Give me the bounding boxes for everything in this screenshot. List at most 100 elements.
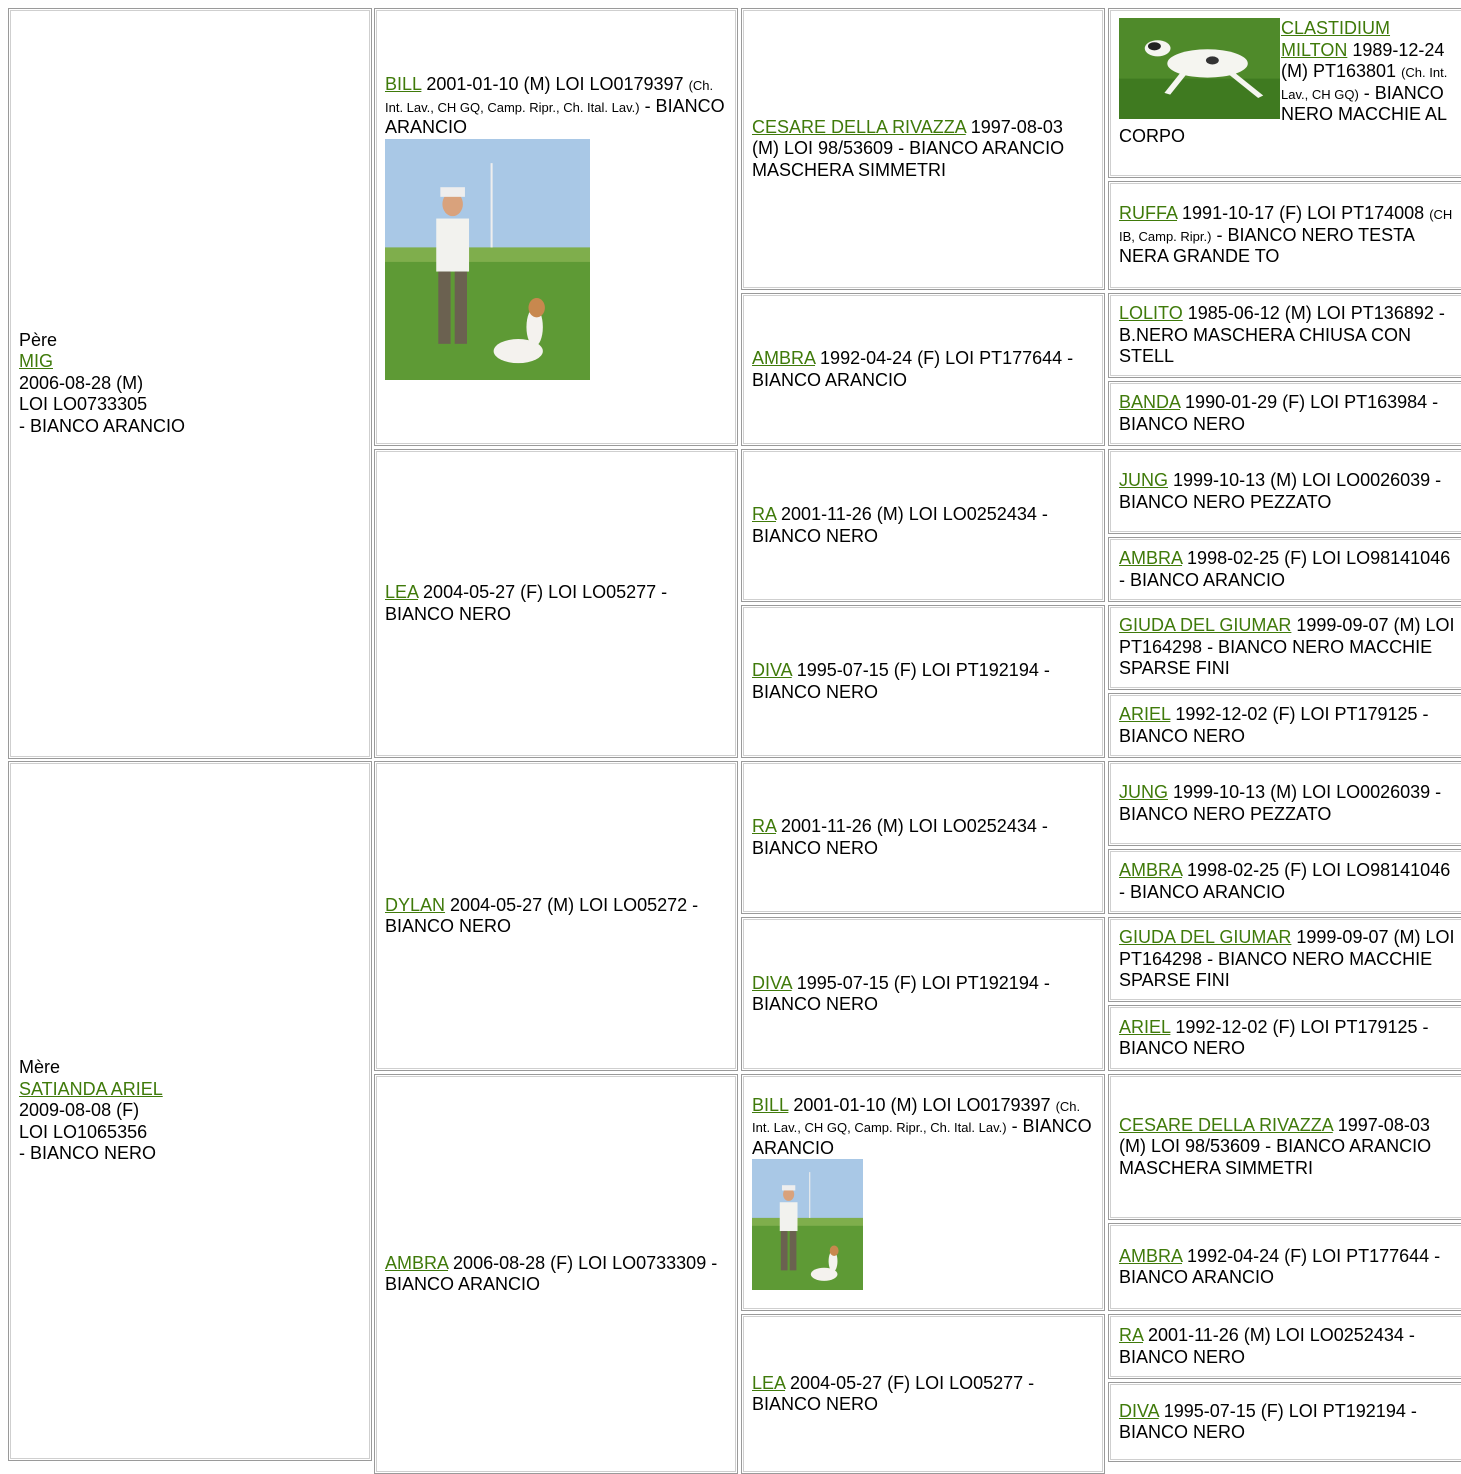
cell-content: LEA 2004-05-27 (F) LOI LO05277 - BIANCO …: [752, 1373, 1094, 1416]
cell: CLASTIDIUM MILTON 1989-12-24 (M) PT16380…: [1108, 8, 1461, 178]
dog-link[interactable]: JUNG: [1119, 470, 1168, 490]
dog-link[interactable]: RUFFA: [1119, 203, 1178, 224]
dog-details: 2001-01-10 (M) LOI LO0179397: [793, 1094, 1051, 1115]
cell: RUFFA 1991-10-17 (F) LOI PT174008 (CH IB…: [1108, 181, 1461, 290]
cell-content: JUNG 1999-10-13 (M) LOI LO0026039 - BIAN…: [1119, 782, 1457, 825]
cell: GIUDA DEL GIUMAR 1999-09-07 (M) LOI PT16…: [1108, 605, 1461, 690]
dog-details: 2006-08-28 (F) LOI LO0733309 - BIANCO AR…: [385, 1252, 718, 1295]
dog-color: - BIANCO ARANCIO: [385, 95, 725, 138]
cell-content: RA 2001-11-26 (M) LOI LO0252434 - BIANCO…: [752, 816, 1094, 859]
cell: AMBRA 1992-04-24 (F) LOI PT177644 - BIAN…: [741, 293, 1105, 446]
dog-link[interactable]: ARIEL: [1119, 1016, 1171, 1037]
dog-titles: (CH IB, Camp. Ripr.): [1119, 207, 1453, 244]
dog-link[interactable]: GIUDA DEL GIUMAR: [1119, 927, 1292, 948]
cell: CESARE DELLA RIVAZZA 1997-08-03 (M) LOI …: [1108, 1074, 1461, 1220]
dog-titles: (Ch. Int. Lav., CH GQ): [1281, 65, 1448, 102]
dog-link[interactable]: CESARE DELLA RIVAZZA: [1119, 1114, 1333, 1135]
cell-content: CLASTIDIUM MILTON 1989-12-24 (M) PT16380…: [1119, 18, 1457, 147]
cell: DIVA 1995-07-15 (F) LOI PT192194 - BIANC…: [1108, 1382, 1461, 1462]
cell-content: RA 2001-11-26 (M) LOI LO0252434 - BIANCO…: [752, 504, 1094, 547]
cell: ARIEL 1992-12-02 (F) LOI PT179125 - BIAN…: [1108, 693, 1461, 758]
dog-details: 1985-06-12 (M) LOI PT136892 - B.NERO MAS…: [1119, 303, 1445, 367]
dog-color: - BIANCO ARANCIO: [752, 1116, 1092, 1158]
dog-titles: (Ch. Int. Lav., CH GQ, Camp. Ripr., Ch. …: [385, 78, 714, 115]
name-line: SATIANDA ARIEL: [19, 1079, 163, 1101]
detail-line: LOI LO1065356: [19, 1121, 148, 1142]
dog-link[interactable]: BILL: [385, 74, 422, 95]
cell: BILL 2001-01-10 (M) LOI LO0179397 (Ch. I…: [741, 1074, 1105, 1311]
cell: AMBRA 2006-08-28 (F) LOI LO0733309 - BIA…: [374, 1074, 738, 1474]
cell-content: BILL 2001-01-10 (M) LOI LO0179397 (Ch. I…: [385, 74, 727, 380]
dog-details: 1992-12-02 (F) LOI PT179125 - BIANCO NER…: [1119, 704, 1429, 746]
dog-link[interactable]: GIUDA DEL GIUMAR: [1119, 615, 1292, 636]
cell-content: DIVA 1995-07-15 (F) LOI PT192194 - BIANC…: [752, 973, 1094, 1016]
cell: BILL 2001-01-10 (M) LOI LO0179397 (Ch. I…: [374, 8, 738, 446]
cell: RA 2001-11-26 (M) LOI LO0252434 - BIANCO…: [1108, 1314, 1461, 1379]
dog-details: 2004-05-27 (F) LOI LO05277 - BIANCO NERO: [385, 582, 668, 624]
dog-link[interactable]: AMBRA: [1119, 860, 1183, 880]
dog-details: 1995-07-15 (F) LOI PT192194 - BIANCO NER…: [1119, 1400, 1417, 1443]
dog-color: - BIANCO NERO MACCHIE AL CORPO: [1119, 82, 1447, 146]
photo: [752, 1159, 863, 1291]
dog-link[interactable]: DIVA: [752, 972, 792, 993]
detail-line: - BIANCO ARANCIO: [19, 415, 186, 436]
dog-link[interactable]: SATIANDA ARIEL: [19, 1078, 163, 1099]
detail-line: 2009-08-08 (F): [19, 1100, 140, 1121]
cell-content: BANDA 1990-01-29 (F) LOI PT163984 - BIAN…: [1119, 392, 1457, 435]
dog-link[interactable]: DYLAN: [385, 894, 446, 915]
page: {"sire": {"label": "Père", "name": "MIG"…: [8, 8, 1461, 1474]
dog-link[interactable]: RA: [752, 816, 777, 836]
dog-link[interactable]: MIG: [19, 351, 53, 372]
dog-details: 1998-02-25 (F) LOI LO98141046 - BIANCO A…: [1119, 860, 1451, 902]
cell-content: DIVA 1995-07-15 (F) LOI PT192194 - BIANC…: [1119, 1401, 1457, 1444]
dog-link[interactable]: LEA: [385, 582, 419, 602]
dog-link[interactable]: LOLITO: [1119, 303, 1183, 324]
dog-link[interactable]: CLASTIDIUM MILTON: [1281, 18, 1391, 60]
cell-content: DYLAN 2004-05-27 (M) LOI LO05272 - BIANC…: [385, 895, 727, 938]
dog-details: 2001-11-26 (M) LOI LO0252434 - BIANCO NE…: [752, 816, 1048, 858]
parent-label: Père: [19, 329, 58, 350]
cell: LOLITO 1985-06-12 (M) LOI PT136892 - B.N…: [1108, 293, 1461, 378]
dog-details: 1997-08-03 (M) LOI 98/53609 - BIANCO ARA…: [752, 116, 1065, 180]
cell: AMBRA 1992-04-24 (F) LOI PT177644 - BIAN…: [1108, 1223, 1461, 1311]
dog-details: 1989-12-24 (M) PT163801: [1281, 39, 1445, 82]
dog-link[interactable]: BANDA: [1119, 392, 1181, 412]
cell: LEA 2004-05-27 (F) LOI LO05277 - BIANCO …: [741, 1314, 1105, 1474]
dog-details: 1995-07-15 (F) LOI PT192194 - BIANCO NER…: [752, 972, 1050, 1015]
dog-details: 1991-10-17 (F) LOI PT174008: [1182, 203, 1425, 224]
dog-link[interactable]: RA: [752, 504, 777, 524]
dog-link[interactable]: JUNG: [1119, 782, 1168, 802]
dog-details: 2004-05-27 (M) LOI LO05272 - BIANCO NERO: [385, 894, 699, 937]
cell: AMBRA 1998-02-25 (F) LOI LO98141046 - BI…: [1108, 537, 1461, 602]
dog-link[interactable]: LEA: [752, 1372, 786, 1393]
cell-content: LOLITO 1985-06-12 (M) LOI PT136892 - B.N…: [1119, 303, 1457, 368]
cell-content: LEA 2004-05-27 (F) LOI LO05277 - BIANCO …: [385, 582, 727, 625]
dog-details: 1998-02-25 (F) LOI LO98141046 - BIANCO A…: [1119, 548, 1451, 590]
cell-content: AMBRA 1992-04-24 (F) LOI PT177644 - BIAN…: [1119, 1246, 1457, 1289]
dog-details: 1992-12-02 (F) LOI PT179125 - BIANCO NER…: [1119, 1016, 1429, 1059]
dog-link[interactable]: AMBRA: [1119, 1245, 1183, 1266]
dog-link[interactable]: BILL: [752, 1094, 789, 1115]
cell-content: ARIEL 1992-12-02 (F) LOI PT179125 - BIAN…: [1119, 704, 1457, 747]
detail-line: - BIANCO NERO: [19, 1143, 157, 1164]
dog-link[interactable]: AMBRA: [385, 1252, 449, 1273]
cell: CESARE DELLA RIVAZZA 1997-08-03 (M) LOI …: [741, 8, 1105, 290]
cell-content: CESARE DELLA RIVAZZA 1997-08-03 (M) LOI …: [1119, 1115, 1457, 1180]
cell-content: Mère SATIANDA ARIEL 2009-08-08 (F) LOI LO10…: [19, 1057, 163, 1165]
dog-details: 1999-10-13 (M) LOI LO0026039 - BIANCO NE…: [1119, 782, 1442, 824]
dog-link[interactable]: ARIEL: [1119, 704, 1171, 724]
dog-link[interactable]: DIVA: [1119, 1400, 1159, 1421]
dog-link[interactable]: CESARE DELLA RIVAZZA: [752, 116, 966, 137]
dog-details: 2001-11-26 (M) LOI LO0252434 - BIANCO NE…: [1119, 1325, 1415, 1367]
cell-content: AMBRA 1992-04-24 (F) LOI PT177644 - BIAN…: [752, 348, 1094, 391]
cell-content: CESARE DELLA RIVAZZA 1997-08-03 (M) LOI …: [752, 117, 1094, 182]
photo: [1119, 18, 1280, 119]
dog-link[interactable]: DIVA: [752, 660, 792, 680]
dog-link[interactable]: AMBRA: [1119, 548, 1183, 568]
name-line: MIG: [19, 351, 185, 373]
cell-content: GIUDA DEL GIUMAR 1999-09-07 (M) LOI PT16…: [1119, 615, 1457, 680]
cell: Père MIG 2006-08-28 (M) LOI LO0733305- BIAN…: [8, 8, 372, 759]
dog-link[interactable]: AMBRA: [752, 348, 816, 368]
cell: LEA 2004-05-27 (F) LOI LO05277 - BIANCO …: [374, 449, 738, 758]
dog-link[interactable]: RA: [1119, 1325, 1144, 1345]
